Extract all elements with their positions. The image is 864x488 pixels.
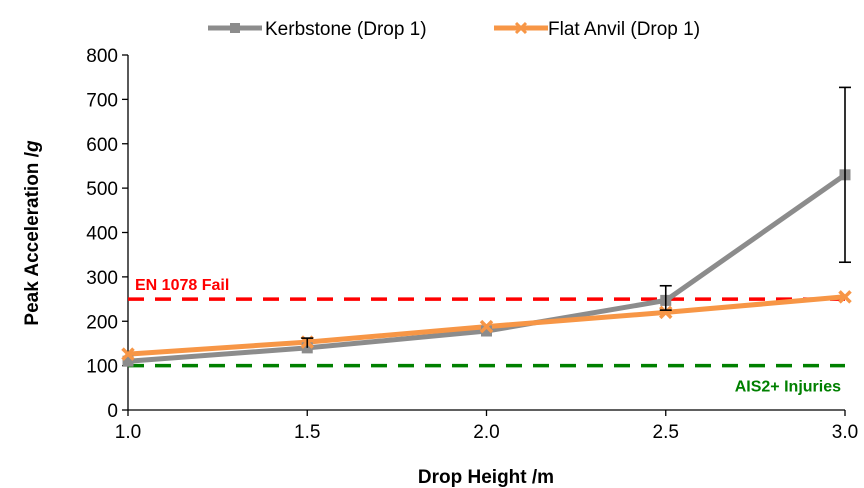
data-point-flat-anvil [121, 347, 135, 361]
legend: Kerbstone (Drop 1) Flat Anvil (Drop 1) [208, 19, 700, 40]
legend-flat-anvil-marker [514, 21, 528, 35]
data-point-flat-anvil [479, 319, 494, 334]
y-tick-label: 0 [107, 401, 118, 422]
legend-item-flat-anvil: Flat Anvil (Drop 1) [494, 19, 700, 40]
y-tick-label: 700 [86, 90, 118, 111]
x-tick-label: 2.5 [653, 422, 679, 443]
legend-kerbstone-marker [230, 23, 240, 33]
data-point-flat-anvil [838, 290, 852, 304]
y-axis-title-main: Peak Acceleration / [22, 151, 43, 325]
reference-line-label: AIS2+ Injuries [735, 379, 841, 396]
y-tick-label: 800 [86, 46, 118, 67]
y-axis-title: Peak Acceleration /g [22, 140, 43, 326]
legend-flat-anvil-label: Flat Anvil (Drop 1) [548, 19, 700, 40]
data-point-kerbstone [481, 325, 492, 337]
x-tick-label: 1.5 [294, 422, 320, 443]
y-tick-label: 500 [86, 179, 118, 200]
legend-kerbstone-label: Kerbstone (Drop 1) [265, 19, 427, 40]
y-axis-title-unit: g [22, 140, 43, 153]
x-axis-title: Drop Height /m [418, 467, 554, 488]
y-tick-label: 600 [86, 135, 118, 156]
reference-line-label: EN 1078 Fail [135, 277, 229, 294]
data-point-flat-anvil [659, 305, 673, 320]
x-tick-label: 1.0 [115, 422, 141, 443]
x-tick-label: 3.0 [832, 422, 858, 443]
y-tick-label: 400 [86, 224, 118, 245]
y-tick-label: 100 [86, 357, 118, 378]
legend-item-kerbstone: Kerbstone (Drop 1) [208, 19, 427, 40]
x-tick-label: 2.0 [473, 422, 499, 443]
y-tick-label: 200 [86, 312, 118, 333]
y-tick-label: 300 [86, 268, 118, 289]
plot-area: 0 100 200 300 400 500 600 700 800 1.0 1.5 2.0 2.5 3.0… [86, 46, 858, 443]
data-point-kerbstone [122, 355, 134, 367]
